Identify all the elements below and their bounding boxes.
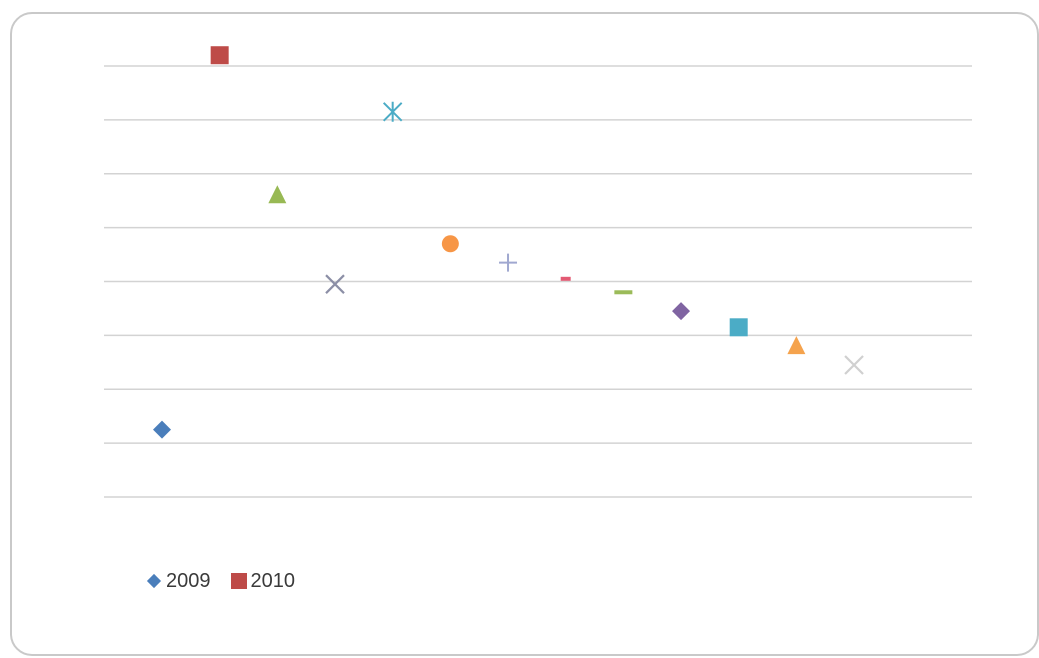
data-point-10 <box>672 302 691 321</box>
data-point-2 <box>210 46 229 65</box>
marker-short-dash <box>560 276 571 281</box>
legend-label-2010: 2010 <box>250 569 296 592</box>
data-point-11 <box>729 318 748 337</box>
data-point-6 <box>441 235 459 253</box>
gridlines <box>104 65 972 498</box>
marker-square <box>729 318 748 337</box>
marker-square <box>210 46 229 65</box>
legend-swatch-diamond-icon <box>146 573 162 589</box>
marker-triangle <box>268 185 287 204</box>
marker-triangle <box>787 336 806 355</box>
marker-plus <box>499 253 518 272</box>
legend-label-2009: 2009 <box>166 569 211 592</box>
marker-star <box>382 101 403 122</box>
marker-circle <box>441 235 459 253</box>
marker-x <box>844 355 864 375</box>
marker-dash <box>614 290 633 295</box>
data-point-3 <box>268 185 287 204</box>
data-point-1 <box>153 420 171 439</box>
legend-entry-2010: 2010 <box>230 569 296 593</box>
legend-entry-2009: 2009 <box>146 570 211 593</box>
data-point-8 <box>560 276 571 281</box>
data-point-5 <box>382 101 403 122</box>
data-point-7 <box>499 253 518 272</box>
marker-diamond <box>672 302 691 321</box>
marker-diamond <box>153 420 171 439</box>
data-point-13 <box>844 355 864 375</box>
data-point-4 <box>325 274 345 294</box>
legend-swatch-square-icon <box>230 573 247 589</box>
legend: 2009 2010 <box>146 568 295 594</box>
marker-x <box>325 274 345 294</box>
data-point-12 <box>787 336 806 355</box>
data-markers <box>153 46 864 439</box>
data-point-9 <box>614 290 633 295</box>
